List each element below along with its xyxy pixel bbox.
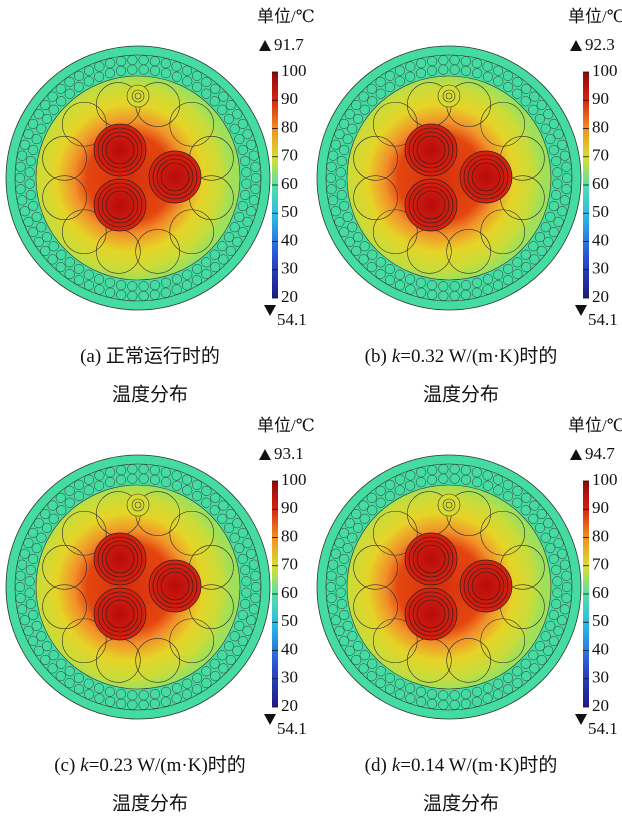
panel: 单位/℃ 91.7 100 90 80 70 60 50 40 30 20 54.1 (a) 正常运行时… — [6, 7, 315, 405]
min-value: 54.1 — [588, 719, 618, 738]
colorbar-label: 80 — [281, 117, 298, 136]
colorbar-label: 30 — [592, 668, 609, 687]
colorbar-label: 50 — [281, 202, 298, 221]
colorbar-label: 100 — [592, 61, 618, 80]
colorbar-label: 20 — [281, 696, 298, 715]
panel: 单位/℃ 92.3 100 90 80 70 60 50 40 30 20 54.1 (b)k=0.32… — [317, 7, 622, 405]
caption-label: (b) — [365, 346, 387, 367]
caption-label: (c) — [54, 755, 75, 776]
colorbar-label: 100 — [281, 61, 307, 80]
colorbar-label: 70 — [592, 146, 609, 165]
caption-line2: 温度分布 — [112, 792, 188, 814]
colorbar-label: 20 — [281, 287, 298, 306]
colorbar-label: 50 — [592, 202, 609, 221]
caption-line2: 温度分布 — [423, 383, 499, 405]
cable-image — [6, 455, 270, 719]
colorbar-label: 20 — [592, 287, 609, 306]
max-marker — [570, 449, 582, 460]
colorbar-label: 70 — [281, 555, 298, 574]
colorbar-label: 60 — [592, 583, 609, 602]
max-marker — [570, 40, 582, 51]
unit-label: 单位/℃ — [257, 7, 315, 26]
colorbar-label: 40 — [592, 639, 609, 658]
colorbar-label: 30 — [281, 259, 298, 278]
colorbar-label: 40 — [281, 639, 298, 658]
caption-label: (a) 正常运行时的 — [80, 345, 220, 367]
min-marker — [575, 305, 587, 316]
cable-image — [6, 46, 270, 310]
max-marker — [259, 40, 271, 51]
colorbar-label: 70 — [281, 146, 298, 165]
colorbar-label: 30 — [592, 259, 609, 278]
cable-image — [317, 455, 581, 719]
caption-text: =0.23 W/(m·K)时的 — [89, 754, 246, 776]
max-value: 91.7 — [274, 35, 304, 54]
colorbar-label: 70 — [592, 555, 609, 574]
cable-image — [317, 46, 581, 310]
min-marker — [264, 305, 276, 316]
caption: (c)k=0.23 W/(m·K)时的 — [54, 754, 246, 776]
colorbar-label: 90 — [281, 498, 298, 517]
colorbar-label: 40 — [592, 230, 609, 249]
caption: (d)k=0.14 W/(m·K)时的 — [365, 754, 558, 776]
caption-line2: 温度分布 — [423, 792, 499, 814]
panel: 单位/℃ 93.1 100 90 80 70 60 50 40 30 20 54.1 (c)k=0.23… — [6, 416, 315, 814]
colorbar-label: 80 — [592, 117, 609, 136]
colorbar-label: 30 — [281, 668, 298, 687]
colorbar-label: 100 — [281, 470, 307, 489]
min-value: 54.1 — [588, 310, 618, 329]
colorbar-label: 50 — [281, 611, 298, 630]
caption-label: (d) — [365, 755, 387, 776]
unit-label: 单位/℃ — [568, 7, 622, 26]
caption: (a) 正常运行时的 — [80, 345, 220, 367]
min-value: 54.1 — [277, 310, 307, 329]
figure: 单位/℃ 91.7 100 90 80 70 60 50 40 30 20 54.1 (a) 正常运行时… — [0, 0, 622, 818]
colorbar-label: 100 — [592, 470, 618, 489]
colorbar-label: 80 — [281, 526, 298, 545]
min-value: 54.1 — [277, 719, 307, 738]
colorbar-label: 90 — [592, 89, 609, 108]
colorbar-label: 60 — [592, 174, 609, 193]
colorbar-label: 90 — [281, 89, 298, 108]
unit-label: 单位/℃ — [257, 416, 315, 435]
min-marker — [575, 714, 587, 725]
colorbar-label: 80 — [592, 526, 609, 545]
max-marker — [259, 449, 271, 460]
caption-line2: 温度分布 — [112, 383, 188, 405]
colorbar-label: 20 — [592, 696, 609, 715]
max-value: 92.3 — [585, 35, 615, 54]
caption: (b)k=0.32 W/(m·K)时的 — [365, 345, 558, 367]
unit-label: 单位/℃ — [568, 416, 622, 435]
max-value: 94.7 — [585, 444, 615, 463]
colorbar-label: 60 — [281, 583, 298, 602]
min-marker — [264, 714, 276, 725]
caption-text: =0.14 W/(m·K)时的 — [400, 754, 557, 776]
colorbar-label: 50 — [592, 611, 609, 630]
colorbar-label: 60 — [281, 174, 298, 193]
colorbar-label: 90 — [592, 498, 609, 517]
colorbar-label: 40 — [281, 230, 298, 249]
caption-text: =0.32 W/(m·K)时的 — [400, 345, 557, 367]
panel: 单位/℃ 94.7 100 90 80 70 60 50 40 30 20 54.1 (d)k=0.14… — [317, 416, 622, 814]
max-value: 93.1 — [274, 444, 304, 463]
